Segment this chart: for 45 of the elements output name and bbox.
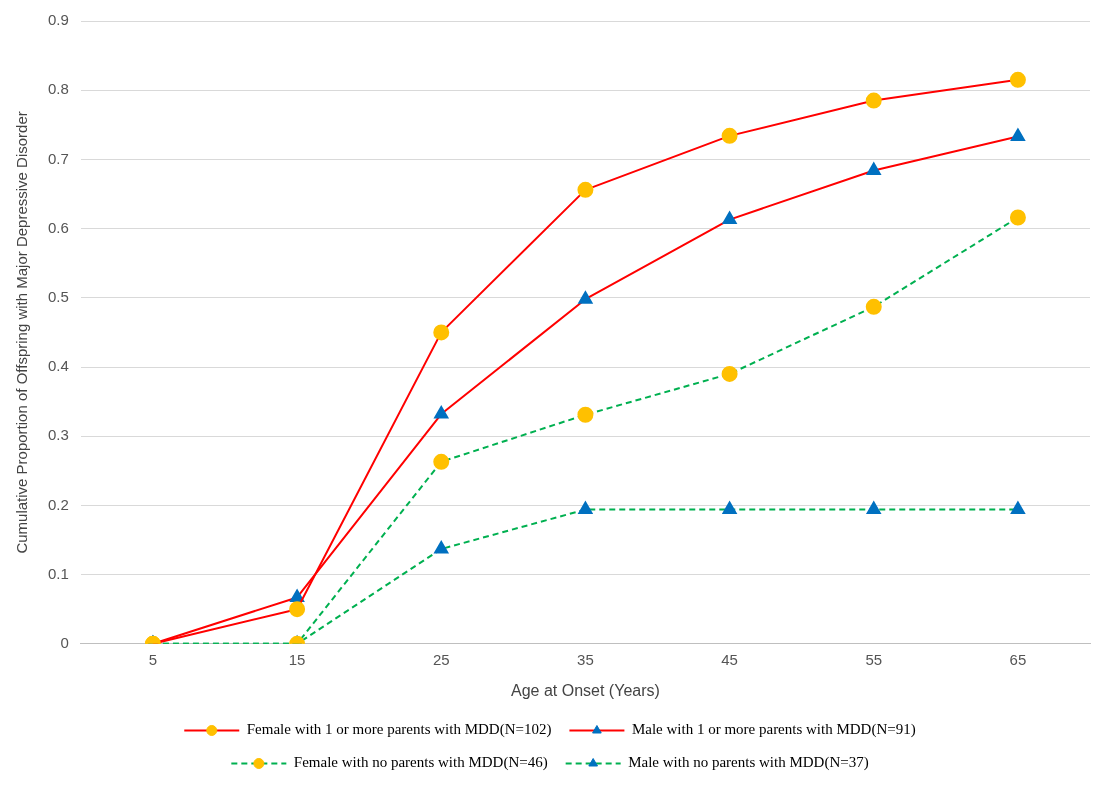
legend-label: Male with 1 or more parents with MDD(N=91) (631, 721, 916, 739)
point (1010, 128, 1025, 142)
y-tick-label: 0.5 (47, 287, 69, 305)
point (578, 501, 593, 515)
y-tick-label: 0.3 (47, 426, 69, 444)
point (722, 211, 737, 225)
point (290, 589, 305, 602)
point (866, 501, 881, 515)
x-tick-label: 55 (865, 650, 883, 668)
point (865, 298, 882, 315)
x-tick-label: 15 (288, 650, 306, 668)
point (1010, 501, 1025, 515)
legend-label: Male with no parents with MDD(N=37) (628, 754, 869, 772)
y-tick-label: 0.7 (47, 149, 69, 167)
point (866, 162, 881, 175)
y-axis-title: Cumulative Proportion of Offspring with Major Depressive Disorder (13, 111, 31, 554)
x-tick-label: 45 (721, 650, 738, 668)
point (434, 406, 449, 419)
y-tick-label: 0 (60, 633, 69, 651)
point (1009, 71, 1026, 88)
point (865, 92, 882, 109)
point (289, 601, 306, 618)
x-tick-label: 5 (148, 650, 158, 668)
point (722, 501, 737, 515)
y-tick-label: 0.1 (47, 564, 69, 582)
point (434, 541, 449, 554)
y-tick-label: 0.9 (47, 11, 69, 29)
y-tick-label: 0.2 (47, 495, 69, 513)
x-tick-label: 25 (432, 650, 450, 668)
point (578, 291, 593, 304)
legend-label: Female with no parents with MDD(N=46) (293, 754, 548, 772)
point (433, 453, 450, 470)
x-tick-label: 65 (1009, 650, 1027, 668)
y-tick-label: 0.4 (47, 357, 69, 375)
point (1009, 209, 1026, 226)
point (721, 127, 738, 144)
point (433, 324, 450, 341)
point (577, 181, 594, 198)
legend-label: Female with 1 or more parents with MDD(N=102) (246, 721, 552, 739)
y-tick-label: 0.6 (47, 218, 69, 236)
x-tick-label: 35 (577, 650, 594, 668)
x-axis-title: Age at Onset (Years) (511, 681, 660, 699)
point (577, 406, 594, 423)
y-tick-label: 0.8 (47, 80, 69, 98)
point (721, 365, 738, 382)
